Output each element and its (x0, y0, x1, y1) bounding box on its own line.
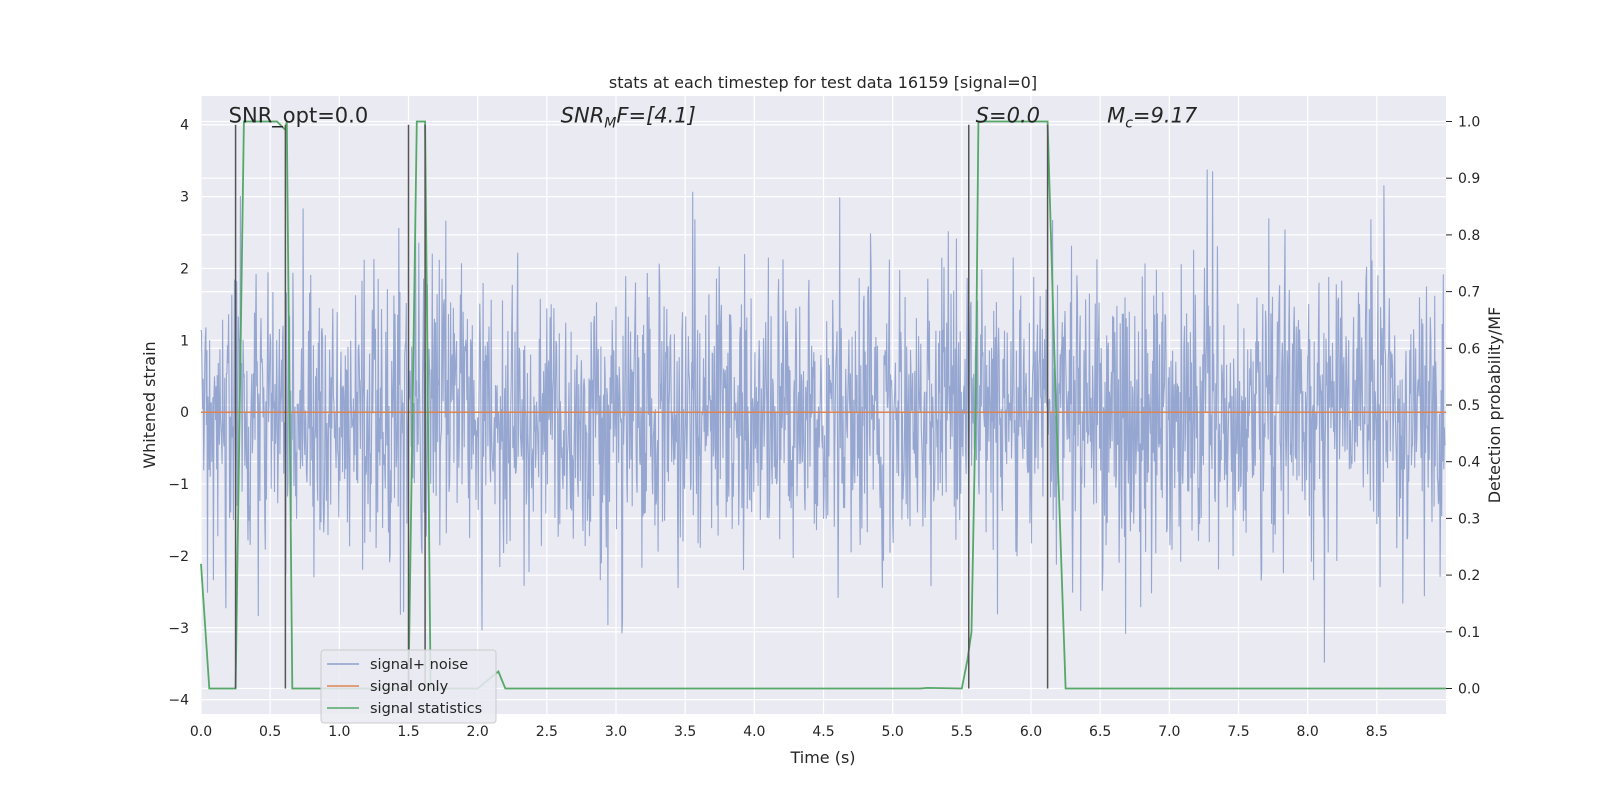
y-tick-label: 3 (180, 190, 189, 206)
y2-tick-label: 0.0 (1458, 681, 1480, 697)
x-tick-label: 4.0 (743, 724, 765, 740)
y2-tick-labels: 0.0 0.1 0.2 0.3 0.4 0.5 0.6 0.7 0.8 0.9 1.0 (1446, 115, 1480, 697)
y-tick-label: −2 (168, 549, 189, 565)
y2-tick-label: 0.7 (1458, 285, 1480, 301)
x-tick-label: 7.5 (1227, 724, 1249, 740)
x-tick-label: 0.5 (259, 724, 281, 740)
y2-tick-label: 0.3 (1458, 511, 1480, 527)
x-tick-label: 6.5 (1089, 724, 1111, 740)
x-tick-label: 3.0 (605, 724, 627, 740)
y2-tick-label: 0.9 (1458, 171, 1480, 187)
x-tick-label: 8.0 (1297, 724, 1319, 740)
y2-axis-label: Detection probability/MF (1485, 307, 1504, 504)
y2-tick-label: 0.4 (1458, 455, 1480, 471)
annotation-0: SNR_opt=0.0 (229, 104, 369, 129)
vline-layer (234, 124, 1049, 689)
y-tick-labels: −4 −3 −2 −1 0 1 2 3 4 (168, 118, 189, 709)
x-tick-label: 4.5 (812, 724, 834, 740)
annotation-2: S=0.0 (976, 104, 1040, 128)
x-tick-label: 0.0 (190, 724, 212, 740)
y2-tick-label: 0.1 (1458, 625, 1480, 641)
y-tick-label: 2 (180, 261, 189, 277)
y-tick-label: −4 (168, 693, 189, 709)
legend: signal+ noise signal only signal statist… (320, 649, 497, 724)
legend-label-signal-statistics: signal statistics (370, 701, 482, 717)
y-axis-label: Whitened strain (140, 341, 159, 468)
y-tick-label: 1 (180, 333, 189, 349)
y2-tick-label: 0.2 (1458, 568, 1480, 584)
x-axis-label: Time (s) (789, 748, 855, 767)
y-tick-label: −3 (168, 621, 189, 637)
x-tick-label: 7.0 (1158, 724, 1180, 740)
x-tick-label: 6.0 (1020, 724, 1042, 740)
x-tick-label: 2.0 (467, 724, 489, 740)
legend-label-signal-noise: signal+ noise (370, 657, 468, 673)
annotations: SNR_opt=0.0 SNRMF=[4.1] S=0.0 Mc=9.17 (229, 104, 1198, 132)
y2-tick-label: 0.6 (1458, 341, 1480, 357)
y-tick-label: 0 (180, 405, 189, 421)
x-tick-label: 1.5 (397, 724, 419, 740)
y2-tick-label: 1.0 (1458, 115, 1480, 131)
x-tick-label: 1.0 (328, 724, 350, 740)
legend-label-signal-only: signal only (370, 679, 449, 695)
x-tick-label: 5.5 (951, 724, 973, 740)
x-tick-label: 8.5 (1366, 724, 1388, 740)
x-tick-label: 5.0 (882, 724, 904, 740)
legend-box (320, 649, 497, 724)
annotation-1: SNRMF=[4.1] (561, 104, 696, 132)
chart-title: stats at each timestep for test data 161… (609, 73, 1037, 92)
x-tick-labels: 0.0 0.5 1.0 1.5 2.0 2.5 3.0 3.5 4.0 4.5 5.0 5.5 6.0 6… (190, 724, 1388, 740)
x-tick-label: 2.5 (536, 724, 558, 740)
annotation-3: Mc=9.17 (1107, 104, 1198, 132)
y-tick-label: 4 (180, 118, 189, 134)
y-tick-label: −1 (168, 477, 189, 493)
y2-tick-label: 0.5 (1458, 398, 1480, 414)
y2-tick-label: 0.8 (1458, 228, 1480, 244)
x-tick-label: 3.5 (674, 724, 696, 740)
